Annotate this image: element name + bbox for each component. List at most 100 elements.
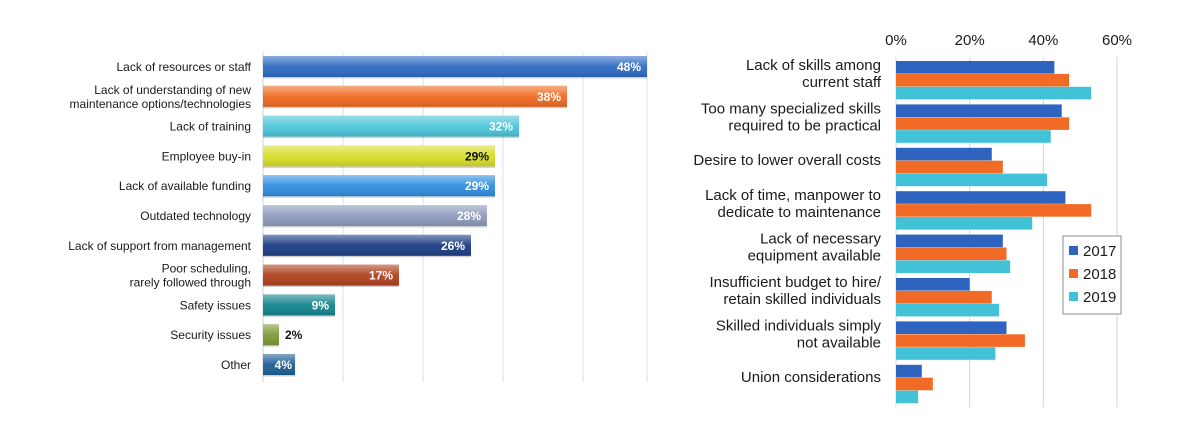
right-x-tick-label: 40% (1028, 32, 1058, 49)
left-bar-value-label: 17% (369, 269, 393, 283)
left-category-label: Security issues (170, 328, 251, 342)
right-bar-2018 (896, 377, 933, 391)
left-category-label-line: Security issues (170, 328, 251, 342)
right-category-label: Desire to lower overall costs (693, 152, 881, 169)
left-bar-highlight (263, 264, 399, 286)
left-category-label-line: Lack of training (170, 120, 251, 134)
right-bar-2017 (896, 321, 1007, 334)
right-bar-2018 (896, 117, 1070, 130)
left-bar-highlight (263, 175, 495, 197)
right-category-label-line: retain skilled individuals (723, 291, 881, 308)
left-category-label-line: Lack of understanding of new (94, 83, 251, 97)
legend-label: 2018 (1083, 266, 1116, 283)
left-bar-highlight (263, 354, 295, 375)
right-category-label-line: Skilled individuals simply (716, 317, 882, 334)
legend: 2017 2018 2019 (1062, 235, 1122, 315)
right-x-tick-label: 20% (955, 32, 985, 49)
right-bar-2017 (896, 147, 992, 161)
left-bar-value-label: 9% (312, 298, 330, 312)
right-category-label-line: Lack of necessary (760, 231, 881, 248)
left-bar-highlight (263, 294, 335, 316)
right-bar-2017 (896, 364, 922, 378)
right-category-label-line: not available (797, 334, 881, 351)
right-bar-2017 (896, 61, 1055, 74)
legend-label: 2017 (1083, 243, 1116, 260)
right-category-label: Lack of necessary equipment available (748, 231, 882, 265)
left-category-label-line: Safety issues (180, 298, 251, 312)
right-bar-2018 (896, 290, 992, 304)
left-category-label: Outdated technology (140, 209, 251, 223)
right-category-label-line: current staff (802, 74, 882, 91)
legend-swatch-2017 (1069, 246, 1078, 255)
right-bar-2018 (896, 334, 1025, 347)
left-category-label: Poor scheduling, rarely followed through (130, 262, 251, 290)
left-bar-value-label: 29% (465, 179, 489, 193)
left-category-label-line: Lack of available funding (119, 179, 251, 193)
right-bar-2018 (896, 247, 1007, 261)
left-bar-value-label: 28% (457, 209, 481, 223)
right-x-tick-label: 60% (1102, 32, 1132, 49)
left-bar-highlight (263, 324, 279, 346)
left-bar-highlight (263, 234, 471, 256)
right-bar-2017 (896, 234, 1003, 248)
right-bar-2019 (896, 347, 996, 360)
right-bar-2018 (896, 160, 1003, 174)
left-bar-highlight (263, 205, 487, 226)
left-bar-highlight (263, 115, 519, 137)
left-bar-highlight (263, 145, 495, 167)
right-category-label-line: Lack of time, manpower to (705, 187, 881, 204)
right-bar-2019 (896, 130, 1051, 143)
right-category-label-line: Insufficient budget to hire/ (709, 274, 881, 291)
left-category-label: Other (221, 358, 251, 372)
left-category-label-line: rarely followed through (130, 276, 251, 290)
right-bar-2018 (896, 73, 1070, 87)
left-bar-value-label: 29% (465, 149, 489, 163)
left-bar-value-label: 2% (285, 328, 303, 342)
right-category-label: Lack of skills among current staff (746, 57, 882, 91)
left-category-label-line: Outdated technology (140, 209, 251, 223)
left-category-label: Lack of available funding (119, 179, 251, 193)
right-category-label-line: Desire to lower overall costs (693, 152, 881, 169)
right-category-label: Lack of time, manpower to dedicate to mai… (705, 187, 881, 221)
right-category-label: Skilled individuals simply not available (716, 317, 882, 351)
right-x-tick-label: 0% (885, 32, 907, 49)
right-bar-2019 (896, 390, 919, 404)
left-category-label: Employee buy-in (162, 149, 251, 163)
left-bar-value-label: 38% (537, 90, 561, 104)
left-bar-value-label: 32% (489, 120, 513, 134)
left-bar-highlight (263, 56, 647, 77)
left-category-label-line: Other (221, 358, 251, 372)
right-bar-2017 (896, 191, 1066, 204)
left-bar-highlight (263, 85, 567, 107)
left-category-label-line: maintenance options/technologies (70, 97, 251, 111)
right-category-label-line: Lack of skills among (746, 57, 881, 74)
left-category-label-line: Employee buy-in (162, 149, 251, 163)
left-category-label-line: Poor scheduling, (162, 262, 251, 276)
left-category-label-line: Lack of support from management (68, 239, 251, 253)
left-category-label-line: Lack of resources or staff (116, 60, 251, 74)
right-bar-2019 (896, 86, 1092, 100)
right-category-label-line: dedicate to maintenance (718, 204, 881, 221)
right-category-label-line: required to be practical (728, 117, 881, 134)
right-category-label-line: equipment available (748, 248, 881, 265)
right-category-label: Insufficient budget to hire/retain skill… (709, 274, 881, 308)
right-category-label-line: Union considerations (741, 369, 881, 386)
right-grouped-bar-chart: 0% 20% 40% 60% Lack of skills among current s… (693, 32, 1132, 407)
left-category-label: Lack of understanding of new maintenance … (70, 83, 252, 111)
right-category-label: Too many specialized skills required to b… (701, 100, 881, 134)
left-category-label: Lack of resources or staff (116, 60, 251, 74)
right-bar-2019 (896, 303, 1000, 317)
legend-swatch-2019 (1069, 292, 1078, 301)
right-category-label-line: Too many specialized skills (701, 100, 881, 117)
right-bar-2019 (896, 217, 1033, 230)
legend-label: 2019 (1083, 289, 1116, 306)
right-bar-2019 (896, 260, 1011, 273)
left-bar-value-label: 48% (617, 60, 641, 74)
right-bar-2018 (896, 204, 1092, 217)
right-category-label: Union considerations (741, 369, 881, 386)
right-bar-2017 (896, 278, 970, 291)
right-bar-2017 (896, 104, 1062, 117)
left-category-label: Lack of training (170, 120, 251, 134)
legend-swatch-2018 (1069, 269, 1078, 278)
